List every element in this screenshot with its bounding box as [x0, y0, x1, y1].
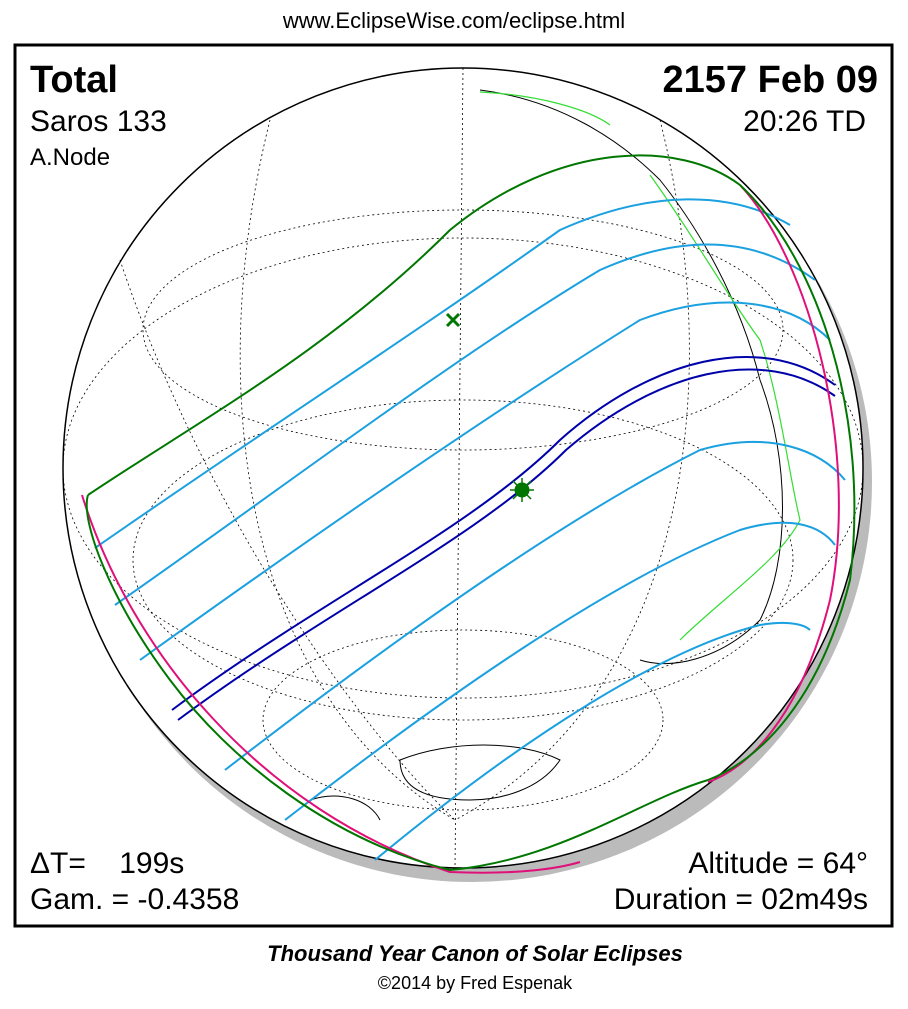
time: 20:26 TD: [743, 105, 866, 138]
duration: Duration = 02m49s: [614, 883, 868, 916]
node: A.Node: [30, 144, 110, 171]
gamma: Gam. = -0.4358: [30, 883, 239, 916]
credit: ©2014 by Fred Espenak: [378, 973, 573, 993]
eclipse-type: Total: [30, 59, 118, 101]
saros: Saros 133: [30, 105, 167, 138]
altitude: Altitude = 64°: [688, 847, 868, 880]
date: 2157 Feb 09: [663, 59, 878, 101]
globe: [62, 67, 872, 882]
url: www.EclipseWise.com/eclipse.html: [282, 8, 625, 33]
footer-title: Thousand Year Canon of Solar Eclipses: [267, 941, 683, 966]
delta-t: ΔT= 199s: [30, 847, 184, 880]
